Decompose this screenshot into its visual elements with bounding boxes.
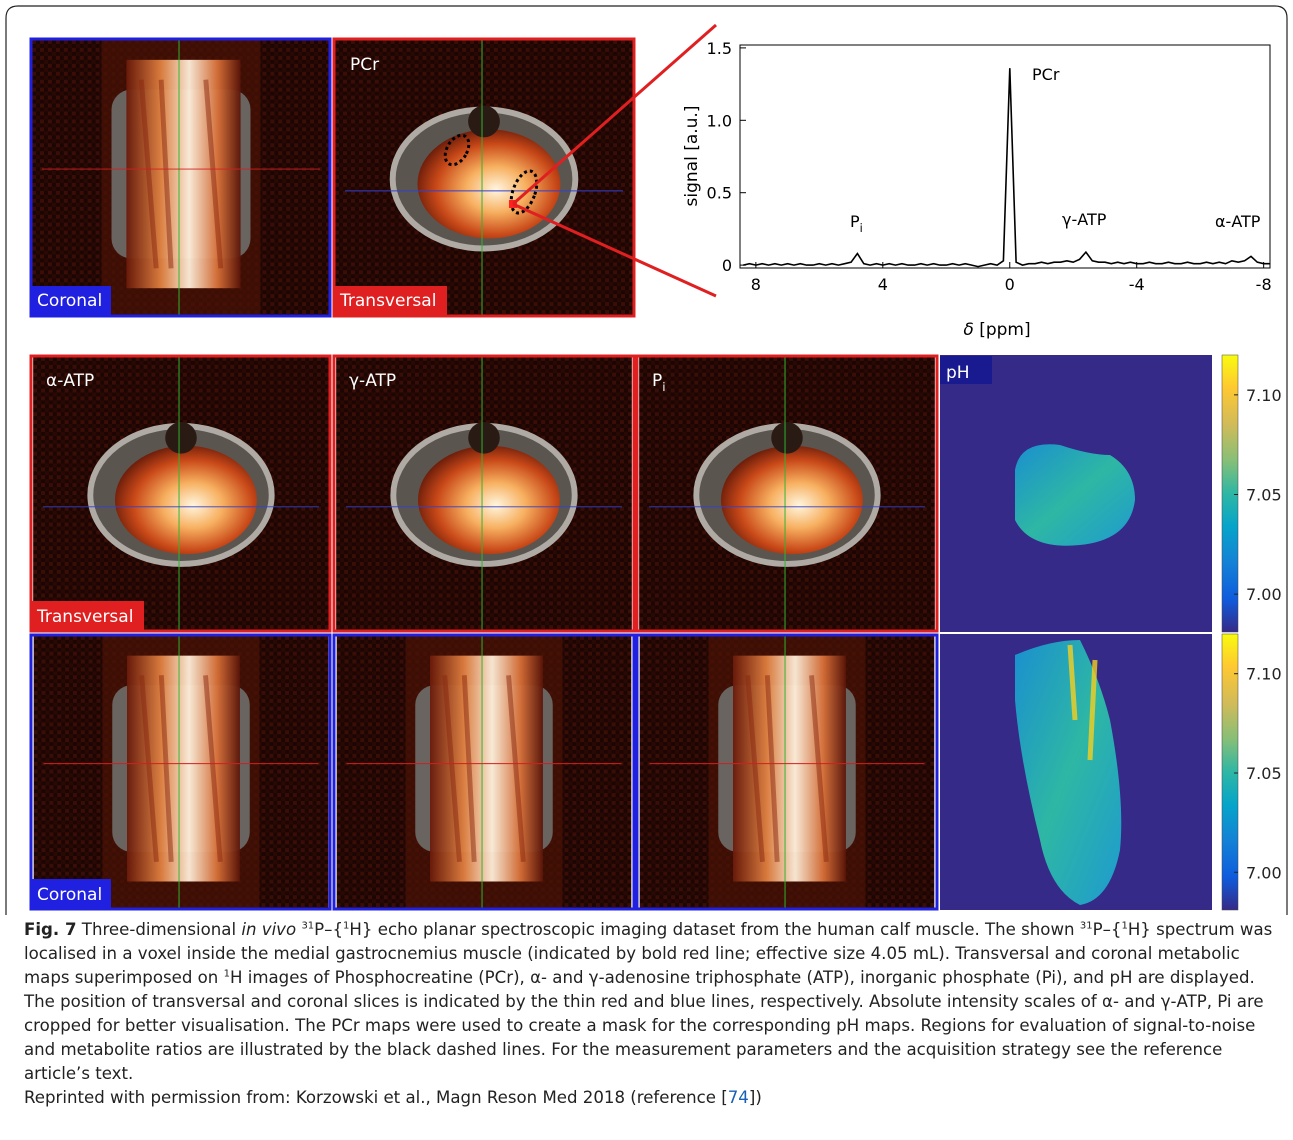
x-axis-label: δ [ppm]	[963, 320, 1030, 340]
x-tick-label: -4	[1129, 275, 1145, 294]
panel-title-sub: i	[662, 380, 665, 394]
panel-title: pH	[946, 363, 970, 383]
caption-text: 1	[343, 920, 350, 932]
spectrum-chart: δ [ppm] signal [a.u.] 8 4 0 -4 -8 0 0.5 1.0 1.5 P…	[682, 39, 1272, 340]
annotation-main: α-ATP	[1215, 212, 1261, 231]
y-tick-label: 0.5	[707, 184, 732, 203]
panel-label: Transversal	[36, 607, 133, 627]
panel-title-main: γ-ATP	[349, 371, 396, 391]
coronal-row: Coronal	[29, 633, 1212, 911]
panel-title: α-ATP	[46, 371, 94, 391]
y-tick-label: 1.0	[707, 111, 732, 130]
annotation: Pi	[850, 212, 863, 235]
credit-text: ])	[748, 1088, 762, 1107]
colorbar-tick-label: 7.00	[1246, 585, 1282, 604]
caption-text: 1	[223, 968, 230, 980]
annotation-sub: i	[860, 222, 863, 235]
caption-text: 1	[1121, 920, 1128, 932]
reference-link[interactable]: 74	[727, 1088, 749, 1107]
caption-text: P–{	[1092, 920, 1122, 939]
x-tick-label: 8	[751, 275, 761, 294]
colorbars: 7.00 7.05 7.10 7.00 7.05 7.10	[1221, 354, 1282, 911]
annotation: PCr	[1032, 65, 1060, 84]
panel-title-main: pH	[946, 363, 970, 383]
panel-title: PCr	[350, 55, 379, 75]
x-tick-label: 0	[1005, 275, 1015, 294]
y-axis-label: signal [a.u.]	[682, 106, 702, 207]
caption: Fig. 7 Three-dimensional in vivo 31P–{1H…	[24, 918, 1274, 1110]
caption-text: Three-dimensional	[76, 920, 242, 939]
panel-label: Transversal	[339, 291, 436, 311]
panel-label: Coronal	[37, 291, 102, 311]
colorbar-tick-label: 7.05	[1246, 485, 1282, 504]
caption-text: P–{	[314, 920, 344, 939]
colorbar-tick-label: 7.00	[1246, 863, 1282, 882]
annotation: α-ATP	[1215, 212, 1261, 231]
figure-border	[5, 5, 1288, 915]
annotation-main: PCr	[1032, 65, 1060, 84]
top-transversal-panel: Transversal PCr	[332, 23, 717, 318]
top-coronal-panel: Coronal	[29, 37, 332, 318]
caption-text: 31	[301, 920, 315, 932]
x-axis-symbol: δ	[963, 320, 973, 340]
panel-title: Pi	[652, 371, 666, 394]
colorbar-tick-label: 7.10	[1246, 386, 1282, 405]
colorbar-tick-label: 7.05	[1246, 764, 1282, 783]
credit-text: Reprinted with permission from: Korzowsk…	[24, 1088, 728, 1107]
x-tick-label: -8	[1256, 275, 1272, 294]
colorbar	[1221, 633, 1239, 911]
panel-title: γ-ATP	[349, 371, 396, 391]
figure-number: Fig. 7	[24, 920, 77, 939]
annotation: γ-ATP	[1062, 210, 1107, 229]
caption-text: H images of Phosphocreatine (PCr), α- an…	[24, 968, 1264, 1083]
annotation-main: γ-ATP	[1062, 210, 1107, 229]
transversal-row: Transversal	[29, 354, 1212, 633]
y-tick-label: 0	[722, 256, 732, 275]
panel-label: Coronal	[37, 885, 102, 905]
caption-text: 31	[1079, 920, 1093, 932]
x-axis-unit: [ppm]	[979, 320, 1030, 340]
spectrum-line	[743, 68, 1270, 268]
caption-text: H} spectrum was localised in a voxel ins…	[24, 920, 1273, 987]
figure: Coronal Transversal PCr δ [ppm] signal […	[5, 5, 1288, 915]
caption-text: H} echo planar spectroscopic imaging dat…	[349, 920, 1080, 939]
panel-title-main: α-ATP	[46, 371, 94, 391]
colorbar	[1221, 354, 1239, 633]
panel-titles: α-ATP γ-ATP Pi pH	[46, 363, 970, 394]
x-tick-label: 4	[878, 275, 888, 294]
credit: Reprinted with permission from: Korzowsk…	[24, 1086, 1274, 1110]
annotation-main: P	[850, 212, 860, 231]
panel-title-main: P	[652, 371, 662, 391]
colorbar-tick-label: 7.10	[1246, 665, 1282, 684]
y-tick-label: 1.5	[707, 39, 732, 58]
caption-text: in vivo	[241, 920, 297, 939]
